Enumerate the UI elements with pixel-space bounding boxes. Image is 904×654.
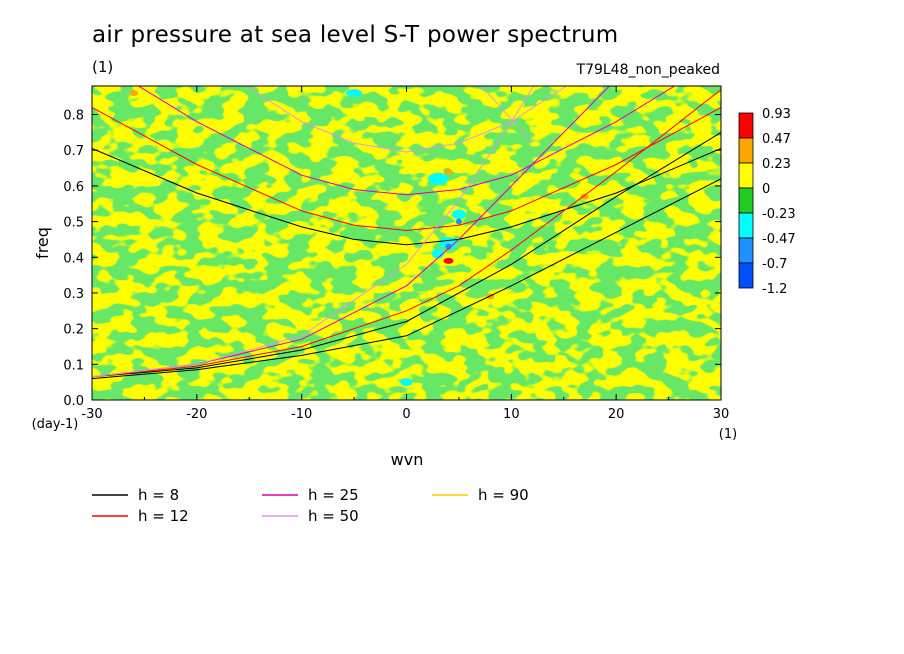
curve-h-25 — [92, 86, 610, 378]
anomaly-patch-cyan — [451, 209, 466, 220]
x-tick-label: -30 — [81, 407, 102, 422]
anomaly-patch-blue — [455, 218, 462, 225]
x-tick-label: -20 — [186, 407, 207, 422]
anomaly-patch-orange — [444, 168, 453, 175]
curve-h-8 — [92, 178, 721, 380]
colorbar-level-label: 0.47 — [762, 132, 791, 147]
y-tick-label: 0.2 — [63, 323, 84, 338]
curve-h-50 — [92, 86, 535, 378]
x-axis-unit: (1) — [719, 427, 737, 442]
anomaly-patch-cyan — [431, 248, 444, 259]
legend: h = 8 h = 12 h = 25 h = 50 h = 90 — [92, 486, 529, 525]
colorbar-swatch — [738, 237, 754, 264]
colorbar-level-label: -0.47 — [762, 232, 796, 247]
x-tick-label: 0 — [402, 407, 410, 422]
anomaly-patch-blue — [445, 243, 452, 250]
x-tick-label: 20 — [608, 407, 625, 422]
colorbar-level-label: -1.2 — [762, 282, 787, 297]
x-tick-label: 10 — [503, 407, 520, 422]
anomaly-patch-cyan — [400, 378, 413, 387]
legend-label: h = 90 — [478, 486, 529, 504]
run-label: T79L48_non_peaked — [576, 62, 720, 78]
curve-h-50 — [480, 86, 533, 144]
y-tick-label: 0.8 — [63, 109, 84, 124]
colorbar-level-label: -0.23 — [762, 207, 796, 222]
spectrum-field — [92, 86, 721, 400]
curve-h-12 — [92, 89, 721, 378]
y-axis-unit: (day-1) — [32, 417, 79, 432]
colorbar: 0.93 0.47 0.23 0 -0.23 -0.47 -0.7 -1.2 — [738, 107, 796, 297]
y-axis-label: freq — [33, 227, 52, 259]
colorbar-swatch — [738, 262, 754, 289]
curve-h-25 — [137, 86, 676, 196]
colorbar-level-label: 0.93 — [762, 107, 791, 122]
anomaly-patch-cyan — [427, 172, 448, 185]
x-axis-label: wvn — [391, 450, 424, 469]
colorbar-level-label: 0.23 — [762, 157, 791, 172]
colorbar-swatch — [738, 212, 754, 239]
colorbar-swatch — [738, 187, 754, 214]
colorbar-level-label: -0.7 — [762, 257, 787, 272]
anomaly-patch-orange — [129, 90, 138, 97]
legend-label: h = 50 — [308, 507, 359, 525]
curve-h-8 — [92, 131, 721, 378]
y-tick-label: 0.0 — [63, 394, 84, 409]
colorbar-swatch — [738, 162, 754, 189]
curve-h-8 — [92, 147, 721, 246]
y-tick-label: 0.6 — [63, 180, 84, 195]
field-green-regions — [92, 86, 721, 400]
anomaly-patch-red — [443, 257, 454, 264]
y-tick-label: 0.1 — [63, 358, 84, 373]
y-tick-label: 0.3 — [63, 287, 84, 302]
legend-label: h = 12 — [138, 507, 189, 525]
units-label: (1) — [92, 58, 114, 76]
x-tick-label: 30 — [713, 407, 730, 422]
x-tick-label: -10 — [291, 407, 312, 422]
colorbar-swatch — [738, 137, 754, 164]
legend-label: h = 8 — [138, 486, 179, 504]
colorbar-level-label: 0 — [762, 182, 770, 197]
y-tick-label: 0.5 — [63, 216, 84, 231]
y-tick-label: 0.7 — [63, 144, 84, 159]
anomaly-patch-orange — [580, 193, 589, 200]
dispersion-curves — [92, 86, 721, 380]
plot-axes: -30 -20 -10 0 10 20 30 0.0 0.1 0.2 0.3 0.4 0.5 0.6 0.7… — [32, 85, 737, 469]
colorbar-swatch — [738, 112, 754, 139]
y-tick-label: 0.4 — [63, 251, 84, 266]
curve-h-12 — [92, 106, 721, 232]
chart-title: air pressure at sea level S-T power spec… — [92, 22, 619, 48]
legend-label: h = 25 — [308, 486, 359, 504]
anomaly-patch-cyan — [346, 89, 363, 98]
